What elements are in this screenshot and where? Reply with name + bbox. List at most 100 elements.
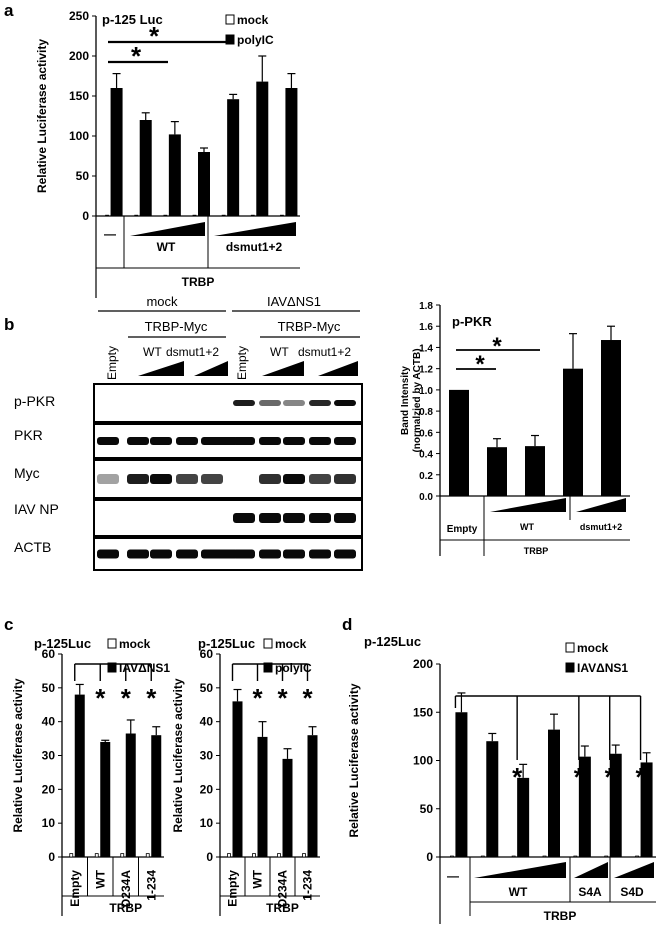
- legend-swatch: [225, 14, 235, 25]
- bar-mock: [280, 214, 284, 217]
- blot-lane-dsmut-2: dsmut1+2: [298, 345, 351, 359]
- chart-title: p-125Luc: [34, 636, 91, 651]
- significance-star: *: [149, 21, 160, 51]
- blot-band: [233, 437, 255, 445]
- significance-star: *: [277, 683, 288, 713]
- chart-title: p-125Luc: [364, 634, 421, 649]
- y-axis-label: Relative Luciferase activity: [11, 678, 25, 832]
- blot-band: [127, 474, 149, 484]
- blot-band: [97, 549, 119, 559]
- bar-p-PKR: [525, 446, 545, 496]
- y-tick-label: 0: [426, 850, 433, 864]
- chart-a: 0 50 100 150 200 250 Relative Luciferase activ…: [35, 9, 300, 298]
- bar-p-PKR: [487, 447, 507, 496]
- y-tick-label: 0.8: [419, 407, 433, 418]
- blot-band: [127, 437, 149, 445]
- legend-swatch: [107, 662, 117, 673]
- category-label: 1-234: [144, 870, 158, 901]
- category-label: 1-234: [301, 870, 315, 901]
- significance-star: *: [475, 351, 485, 378]
- chart-title: p-125 Luc: [102, 12, 163, 27]
- dose-wedge: [474, 862, 566, 878]
- blot-band: [309, 400, 331, 406]
- panel-letter-c: c: [4, 615, 13, 634]
- y-tick-label: 200: [413, 657, 433, 671]
- group-title: TRBP: [109, 901, 142, 915]
- blot-band: [309, 437, 331, 445]
- blot-band: [216, 549, 238, 559]
- chart-b: 0.0 0.2 0.4 0.6 0.8 1.0 1.2 1.4 1.6 1.8 Band Inten…: [400, 301, 630, 556]
- blot-mock-label: mock: [146, 294, 178, 309]
- bar-mock: [250, 214, 255, 217]
- y-axis-label: Relative Luciferase activity: [347, 683, 361, 837]
- bar-polyIC: [168, 134, 181, 216]
- bar-mock: [120, 853, 125, 858]
- blot-band: [97, 437, 119, 445]
- y-tick-label: 100: [413, 754, 433, 768]
- blot-band: [309, 513, 331, 523]
- bar-mock: [277, 853, 281, 858]
- blot-lane-dsmut-1: dsmut1+2: [166, 345, 219, 359]
- blot-band: [283, 513, 305, 523]
- group-label: —: [104, 227, 116, 241]
- y-tick-label: 0.4: [419, 450, 433, 461]
- bar-IAVΔNS1: [100, 741, 111, 857]
- bar-IAVΔNS1: [486, 741, 499, 857]
- legend-label: polyIC: [275, 661, 312, 675]
- y-axis-label-2: (normalzied by ACTB): [412, 348, 423, 452]
- significance-star: *: [121, 683, 132, 713]
- bar-p-PKR: [563, 368, 583, 496]
- y-tick-label: 200: [69, 49, 89, 63]
- chart-title: p-125Luc: [198, 636, 255, 651]
- y-axis-label: Relative Luciferase activity: [171, 678, 185, 832]
- legend-swatch: [263, 662, 273, 673]
- group-label: S4A: [578, 885, 602, 899]
- bar-mock: [105, 214, 109, 217]
- bar-polyIC: [198, 152, 210, 216]
- panel-letter-a: a: [4, 1, 14, 20]
- blot-band: [334, 513, 356, 523]
- blot-lane-wt-2: WT: [270, 345, 289, 359]
- bar-IAVΔNS1: [609, 753, 622, 857]
- group-title: TRBP: [266, 901, 299, 915]
- significance-star: *: [95, 683, 106, 713]
- dose-wedge: [490, 498, 566, 512]
- bar-IAVΔNS1: [640, 762, 653, 857]
- bar-mock: [573, 855, 578, 858]
- y-tick-label: 50: [76, 169, 90, 183]
- y-tick-label: 40: [200, 715, 214, 729]
- blot-band: [283, 549, 305, 559]
- group-label: —: [447, 869, 459, 883]
- panel-letter-b: b: [4, 315, 14, 334]
- blot-band: [334, 400, 356, 406]
- legend-swatch: [565, 662, 575, 673]
- blot-row-actb: ACTB: [14, 539, 51, 555]
- category-label: Empty: [226, 870, 240, 907]
- blot-band: [309, 474, 331, 484]
- y-axis-label: Relative Luciferase activity: [35, 39, 49, 193]
- legend-swatch: [565, 642, 575, 653]
- blot-band: [334, 474, 356, 484]
- blot-row-ppkr: p-PKR: [14, 393, 55, 409]
- bar-polyIC: [285, 88, 298, 216]
- y-tick-label: 50: [420, 802, 434, 816]
- legend-label: mock: [275, 637, 307, 651]
- blot-band: [150, 437, 172, 445]
- blot-band: [127, 549, 149, 559]
- blot-lane-wt-1: WT: [143, 345, 162, 359]
- y-tick-label: 0.0: [419, 492, 433, 503]
- category-label: D234A: [119, 870, 133, 908]
- blot-row-iavnp: IAV NP: [14, 501, 59, 517]
- bar-mock: [450, 855, 454, 858]
- blot-band: [216, 437, 238, 445]
- bar-mock: [227, 853, 231, 858]
- y-tick-label: 0: [82, 209, 89, 223]
- y-tick-label: 1.4: [419, 343, 433, 354]
- y-tick-label: 10: [42, 816, 56, 830]
- significance-star: *: [574, 762, 585, 792]
- group-label: WT: [520, 522, 534, 532]
- blot-band: [259, 474, 281, 484]
- chart-c1: 0 10 20 30 40 50 60 Relative Luciferase activit…: [11, 636, 170, 916]
- legend-label: polyIC: [237, 33, 274, 47]
- bar-IAVΔNS1: [517, 777, 530, 857]
